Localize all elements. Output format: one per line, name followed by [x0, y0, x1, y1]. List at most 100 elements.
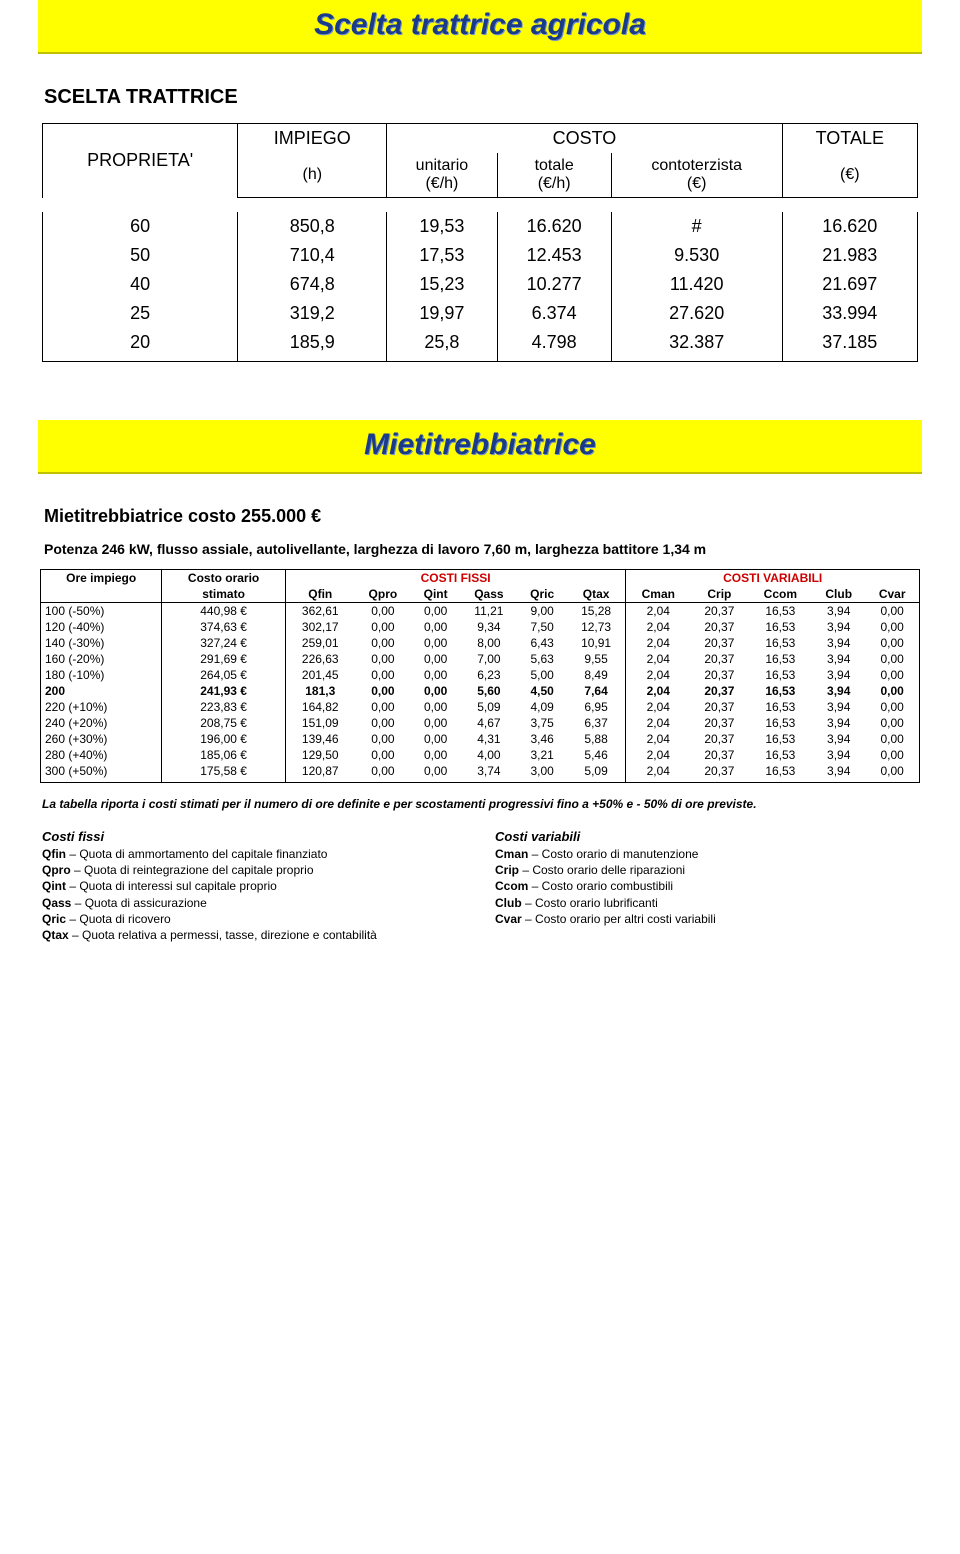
col-club: Club — [812, 586, 865, 603]
cell: 4,00 — [460, 747, 517, 763]
cell: 0,00 — [355, 731, 411, 747]
cell: 20,37 — [690, 667, 748, 683]
table-row: 20185,925,84.79832.38737.185 — [43, 328, 918, 362]
cell: 0,00 — [355, 747, 411, 763]
cell: 3,94 — [812, 699, 865, 715]
cell: 16,53 — [749, 683, 813, 699]
cell: 160 (-20%) — [41, 651, 162, 667]
table-row: 280 (+40%)185,06 €129,500,000,004,003,21… — [41, 747, 920, 763]
cell: 208,75 € — [162, 715, 285, 731]
cell: 20,37 — [690, 603, 748, 620]
col-qtax: Qtax — [567, 586, 626, 603]
cell: 16,53 — [749, 763, 813, 783]
col-totale-sub: totale(€/h) — [497, 153, 611, 198]
table-row: 160 (-20%)291,69 €226,630,000,007,005,63… — [41, 651, 920, 667]
cell: 3,21 — [518, 747, 567, 763]
cell: 241,93 € — [162, 683, 285, 699]
cell: 0,00 — [865, 651, 919, 667]
cell: 319,2 — [238, 299, 387, 328]
mieti-tbody: 100 (-50%)440,98 €362,610,000,0011,219,0… — [41, 603, 920, 783]
cell: 710,4 — [238, 241, 387, 270]
table-row: 140 (-30%)327,24 €259,010,000,008,006,43… — [41, 635, 920, 651]
cell: 16.620 — [497, 212, 611, 241]
cell: 139,46 — [285, 731, 354, 747]
cell: 6,95 — [567, 699, 626, 715]
page-title-2: Mietitrebbiatrice — [38, 428, 922, 462]
legend-item: Qint – Quota di interessi sul capitale p… — [42, 878, 465, 894]
cell: 20,37 — [690, 699, 748, 715]
cell: 850,8 — [238, 212, 387, 241]
cell: 20,37 — [690, 747, 748, 763]
cell: 5,60 — [460, 683, 517, 699]
cell: 180 (-10%) — [41, 667, 162, 683]
col-qint: Qint — [411, 586, 460, 603]
cell: 201,45 — [285, 667, 354, 683]
cell: 240 (+20%) — [41, 715, 162, 731]
cell: 6.374 — [497, 299, 611, 328]
legend-item: Qfin – Quota di ammortamento del capital… — [42, 846, 465, 862]
col-ccom: Ccom — [749, 586, 813, 603]
legend-item: Ccom – Costo orario combustibili — [495, 878, 918, 894]
cell: 223,83 € — [162, 699, 285, 715]
cell: 129,50 — [285, 747, 354, 763]
col-stimato: stimato — [162, 586, 285, 603]
cell: 120,87 — [285, 763, 354, 783]
col-totale: TOTALE — [782, 124, 917, 154]
cell: 0,00 — [865, 667, 919, 683]
scelta-table-wrap: PROPRIETA' IMPIEGO COSTO TOTALE (h) unit… — [42, 123, 918, 362]
cell: 15,28 — [567, 603, 626, 620]
cell: 181,3 — [285, 683, 354, 699]
cell: 0,00 — [355, 651, 411, 667]
cell: 3,94 — [812, 651, 865, 667]
cell: 0,00 — [411, 763, 460, 783]
legend-variabili: Costi variabili Cman – Costo orario di m… — [495, 829, 918, 943]
cell: 3,94 — [812, 747, 865, 763]
cell: 5,09 — [460, 699, 517, 715]
cell: 300 (+50%) — [41, 763, 162, 783]
cell: 0,00 — [411, 651, 460, 667]
col-qfin: Qfin — [285, 586, 354, 603]
cell: 4.798 — [497, 328, 611, 362]
cell: 37.185 — [782, 328, 917, 362]
cell: 5,46 — [567, 747, 626, 763]
scelta-tbody: 60850,819,5316.620#16.62050710,417,5312.… — [43, 198, 918, 362]
cell: 0,00 — [411, 699, 460, 715]
mieti-thead: Ore impiego Costo orario COSTI FISSI COS… — [41, 570, 920, 603]
cell: 302,17 — [285, 619, 354, 635]
cell: 0,00 — [355, 635, 411, 651]
cell: 6,43 — [518, 635, 567, 651]
mieti-subtitle: Mietitrebbiatrice costo 255.000 € — [44, 506, 922, 527]
cell: 440,98 € — [162, 603, 285, 620]
cell: 9.530 — [611, 241, 782, 270]
cell: 4,67 — [460, 715, 517, 731]
cell: 7,50 — [518, 619, 567, 635]
cell: 4,09 — [518, 699, 567, 715]
cell: 17,53 — [387, 241, 497, 270]
cell: 2,04 — [626, 603, 690, 620]
cell: 16,53 — [749, 731, 813, 747]
cell: 674,8 — [238, 270, 387, 299]
cell: 0,00 — [355, 667, 411, 683]
cell: 10.277 — [497, 270, 611, 299]
cell: 10,91 — [567, 635, 626, 651]
cell: 0,00 — [865, 619, 919, 635]
cell: 7,64 — [567, 683, 626, 699]
cell: 0,00 — [865, 635, 919, 651]
cell: 8,00 — [460, 635, 517, 651]
cell: 374,63 € — [162, 619, 285, 635]
cell: 185,9 — [238, 328, 387, 362]
col-qass: Qass — [460, 586, 517, 603]
cell: 3,75 — [518, 715, 567, 731]
cell: 0,00 — [411, 635, 460, 651]
legend-fissi-title: Costi fissi — [42, 829, 465, 844]
table-row: 25319,219,976.37427.62033.994 — [43, 299, 918, 328]
cell: 0,00 — [355, 715, 411, 731]
cell: 185,06 € — [162, 747, 285, 763]
col-costo: COSTO — [387, 124, 782, 154]
cell: 9,34 — [460, 619, 517, 635]
legend-fissi: Costi fissi Qfin – Quota di ammortamento… — [42, 829, 465, 943]
cell: 264,05 € — [162, 667, 285, 683]
cell: 2,04 — [626, 635, 690, 651]
cell: 0,00 — [411, 731, 460, 747]
cell: 4,50 — [518, 683, 567, 699]
